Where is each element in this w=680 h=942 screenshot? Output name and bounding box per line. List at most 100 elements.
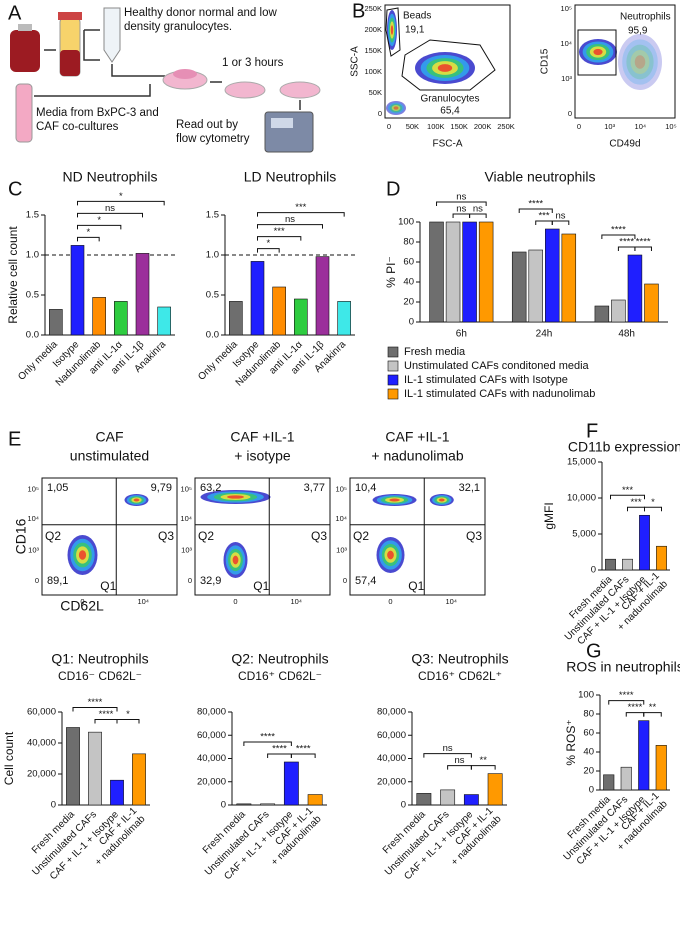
density-cloud bbox=[630, 49, 650, 75]
blood-bag-cap bbox=[18, 24, 32, 31]
significance-bracket bbox=[243, 741, 292, 746]
quadrant-value: 10,4 bbox=[355, 482, 376, 494]
significance-bracket bbox=[535, 220, 553, 225]
gate-value: 95,9 bbox=[628, 26, 648, 37]
density-cloud bbox=[593, 48, 603, 56]
significance-bracket bbox=[116, 719, 140, 724]
significance-label: **** bbox=[528, 199, 543, 210]
plot-title: unstimulated bbox=[70, 448, 149, 464]
y-tick-label: 0.5 bbox=[206, 290, 219, 301]
bar bbox=[638, 720, 650, 791]
schematic-text: Media from BxPC-3 and CAF co-cultures bbox=[36, 107, 159, 133]
significance-label: ns bbox=[105, 203, 115, 214]
panel-label: C bbox=[8, 178, 22, 200]
y-tick-label: 100 bbox=[578, 690, 594, 701]
media-tube bbox=[15, 83, 33, 143]
conical-tube bbox=[103, 7, 121, 63]
quadrant-value: 89,1 bbox=[47, 575, 68, 587]
y-tick-label: 80,000 bbox=[197, 707, 226, 718]
significance-label: **** bbox=[296, 744, 311, 755]
significance-label: **** bbox=[99, 709, 114, 720]
significance-bracket bbox=[257, 248, 280, 253]
y-tick-label: 80 bbox=[403, 237, 414, 248]
plot-title: + nadunolimab bbox=[371, 448, 463, 464]
plot-frame bbox=[349, 477, 486, 596]
density-cloud bbox=[133, 498, 140, 502]
significance-label: *** bbox=[538, 211, 549, 222]
quadrant-name: Q1 bbox=[100, 579, 116, 593]
bar bbox=[66, 727, 80, 806]
quadrant-name: Q1 bbox=[408, 579, 424, 593]
x-axis-label: CD49d bbox=[609, 139, 640, 150]
dish bbox=[279, 81, 321, 99]
significance-bracket bbox=[644, 506, 662, 512]
y-tick-label: 0 bbox=[568, 109, 572, 118]
bar bbox=[445, 221, 461, 323]
bar bbox=[92, 297, 106, 336]
gate-label: Granulocytes bbox=[421, 94, 480, 105]
significance-label: **** bbox=[619, 237, 634, 248]
density-cloud bbox=[227, 495, 244, 499]
y-tick-label: 15,000 bbox=[567, 457, 596, 468]
y-tick-label: 20,000 bbox=[377, 776, 406, 787]
y-tick-label: 0 bbox=[188, 576, 192, 585]
y-axis-label: % ROS⁺ bbox=[564, 719, 578, 765]
density-cloud bbox=[78, 550, 87, 560]
x-tick-label: 0 bbox=[233, 597, 237, 606]
y-tick-label: 0 bbox=[589, 785, 594, 796]
legend-label: IL-1 stimulated CAFs with Isotype bbox=[404, 374, 568, 386]
bar bbox=[110, 779, 124, 806]
significance-label: * bbox=[651, 497, 655, 508]
significance-label: **** bbox=[636, 237, 651, 248]
significance-label: ns bbox=[456, 192, 466, 203]
y-tick-label: 10⁴ bbox=[560, 39, 572, 48]
y-tick-label: 0 bbox=[51, 800, 56, 811]
significance-bracket bbox=[77, 236, 100, 242]
legend-swatch bbox=[387, 374, 399, 386]
chart-title: CD11b expression bbox=[568, 439, 680, 455]
significance-label: ns bbox=[443, 743, 453, 754]
bar bbox=[114, 301, 128, 336]
significance-bracket bbox=[94, 719, 118, 724]
x-tick-label: 150K bbox=[450, 122, 468, 131]
y-tick-label: 60 bbox=[583, 728, 594, 739]
bar bbox=[622, 558, 633, 571]
density-cloud bbox=[387, 550, 394, 560]
significance-label: * bbox=[119, 191, 123, 202]
x-tick-label: 250K bbox=[497, 122, 515, 131]
quadrant-value: 32,9 bbox=[200, 575, 221, 587]
quadrant-value: 3,77 bbox=[304, 482, 325, 494]
bar bbox=[315, 256, 330, 336]
bar bbox=[229, 301, 243, 336]
bar bbox=[49, 309, 63, 336]
y-tick-label: 40 bbox=[403, 277, 414, 288]
significance-bracket bbox=[267, 753, 292, 758]
significance-bracket bbox=[447, 765, 472, 770]
panel-label: E bbox=[8, 428, 21, 450]
x-tick-label: 6h bbox=[456, 329, 467, 340]
significance-bracket bbox=[72, 707, 118, 712]
arrow bbox=[111, 64, 165, 77]
significance-bracket bbox=[643, 712, 662, 717]
significance-label: ns bbox=[285, 214, 295, 225]
panel-label: G bbox=[586, 640, 602, 662]
significance-bracket bbox=[469, 213, 487, 218]
legend-label: Unstimulated CAFs conditoned media bbox=[404, 360, 590, 372]
bar bbox=[429, 221, 444, 323]
density-cloud bbox=[634, 55, 646, 69]
significance-bracket bbox=[601, 234, 636, 239]
x-tick-label: 100K bbox=[427, 122, 445, 131]
x-tick-label: 10⁴ bbox=[635, 122, 647, 131]
y-tick-label: 60,000 bbox=[197, 730, 226, 741]
y-tick-label: 60,000 bbox=[377, 730, 406, 741]
x-tick-label: 48h bbox=[618, 329, 635, 340]
schematic-text: Read out by flow cytometry bbox=[176, 119, 250, 145]
y-tick-label: 10⁵ bbox=[336, 485, 347, 494]
bar bbox=[545, 228, 560, 323]
panel-label: D bbox=[386, 178, 400, 200]
significance-bracket bbox=[77, 224, 122, 230]
y-tick-label: 0 bbox=[343, 576, 347, 585]
gate bbox=[577, 29, 617, 76]
density-cloud bbox=[390, 25, 394, 35]
gate-label: Neutrophils bbox=[620, 12, 671, 23]
